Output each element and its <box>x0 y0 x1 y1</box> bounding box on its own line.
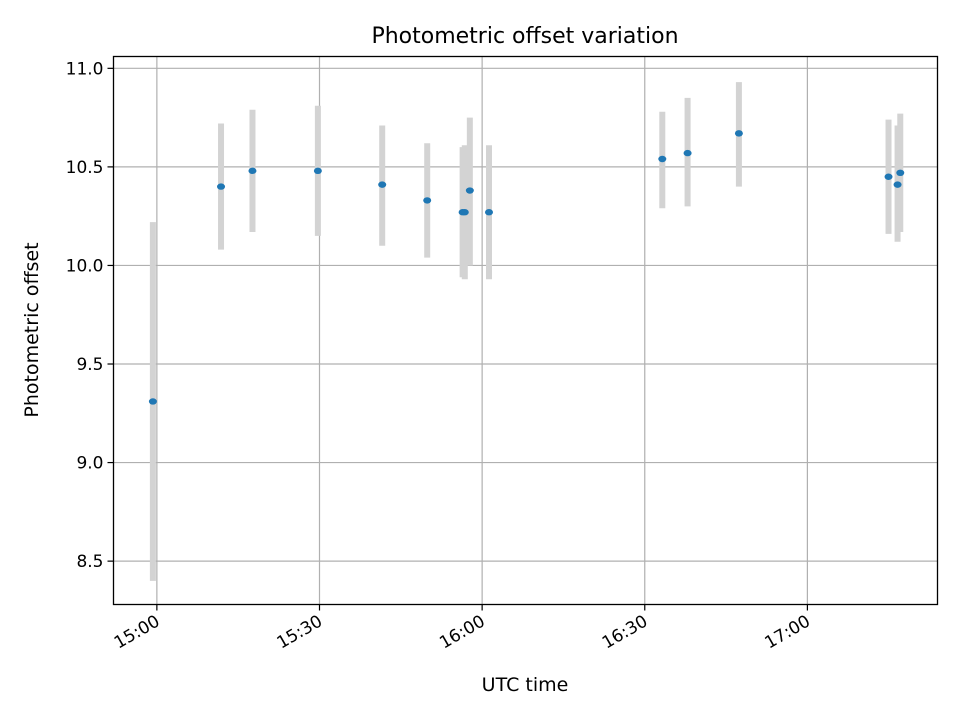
data-point <box>460 209 469 216</box>
plot-frame <box>112 55 939 606</box>
data-point <box>884 173 893 180</box>
data-point <box>893 181 902 188</box>
data-point <box>658 155 667 163</box>
data-points <box>148 130 905 405</box>
data-point <box>148 398 157 405</box>
x-axis-label: UTC time <box>482 674 569 696</box>
chart-title: Photometric offset variation <box>371 24 678 49</box>
data-point <box>248 167 257 175</box>
data-point <box>313 167 322 175</box>
data-point <box>423 197 432 204</box>
data-point <box>683 149 692 157</box>
data-point <box>465 187 474 194</box>
y-tick-label: 8.5 <box>76 552 103 572</box>
y-tick-label: 10.5 <box>66 158 104 178</box>
data-point <box>734 130 743 137</box>
y-tick-label: 9.0 <box>76 454 103 474</box>
y-ticks: 8.5 9.0 9.5 10.0 10.5 11.0 <box>66 59 114 572</box>
data-point <box>217 183 226 190</box>
y-tick-label: 10.0 <box>66 256 104 276</box>
y-tick-label: 11.0 <box>66 59 104 79</box>
y-axis-label: Photometric offset <box>21 242 43 417</box>
data-point <box>484 209 493 216</box>
y-tick-label: 9.5 <box>76 355 103 375</box>
data-point <box>896 169 905 177</box>
data-point <box>378 181 387 188</box>
